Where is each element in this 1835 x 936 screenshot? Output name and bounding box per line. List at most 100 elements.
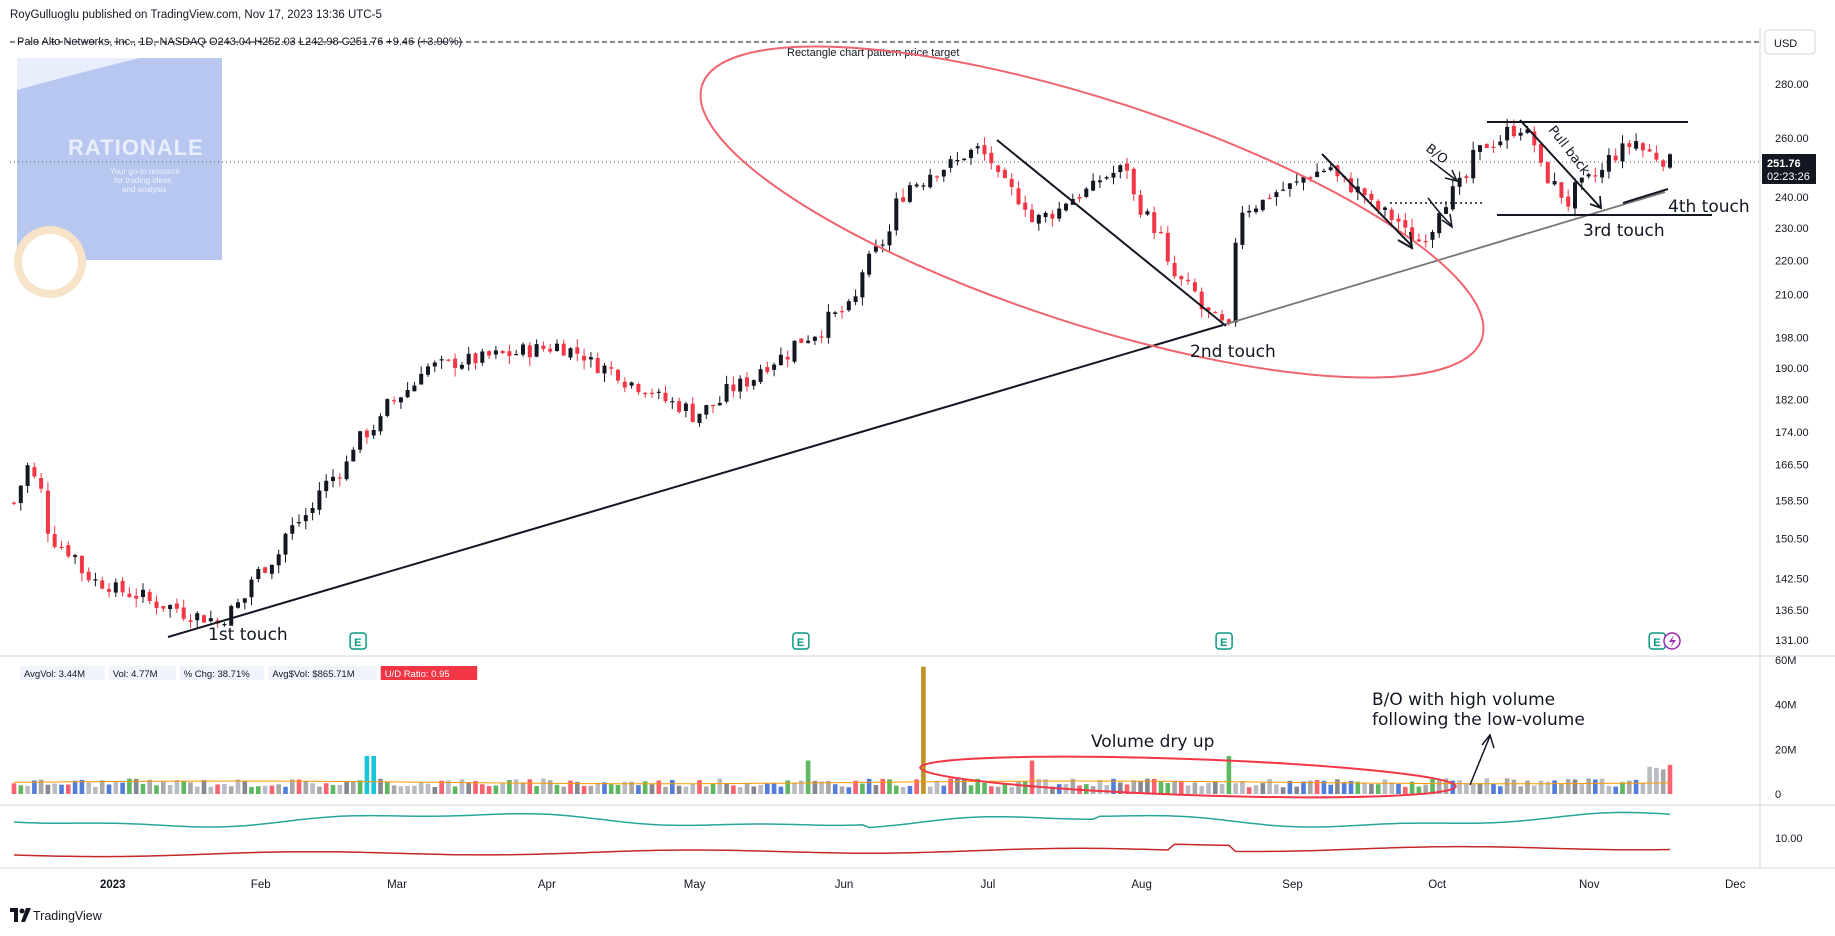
volume-bar	[1464, 783, 1469, 794]
candle-body	[534, 344, 539, 357]
stat-badge-label: % Chg: 38.71%	[184, 669, 251, 680]
candle-body	[1661, 160, 1666, 167]
price-tick-label: 260.00	[1775, 133, 1809, 145]
volume-bar	[1654, 767, 1659, 794]
volume-tick-label: 60M	[1775, 655, 1796, 667]
volume-bar	[975, 778, 980, 794]
volume-bar	[995, 786, 1001, 794]
price-tick-label: 150.50	[1775, 533, 1809, 545]
earnings-marker-box[interactable]	[349, 632, 367, 650]
volume-bar	[907, 785, 913, 794]
candle-body	[1043, 212, 1048, 218]
volume-bar	[1477, 783, 1483, 794]
volume-bar	[1450, 780, 1456, 794]
volume-bar	[629, 781, 634, 794]
candle-body	[1030, 209, 1034, 223]
earnings-marker-box[interactable]	[1215, 632, 1233, 650]
pullback-arrow-head	[1589, 195, 1603, 210]
rationale-logo: RATIONALE Your go-to resource for tradin…	[14, 58, 222, 298]
candle-body	[1484, 144, 1489, 148]
stat-badge	[108, 666, 176, 680]
volume-bar	[337, 784, 343, 794]
volume-bar	[249, 786, 254, 794]
candle-body	[765, 367, 770, 372]
volume-bar	[1382, 779, 1388, 794]
volume-bar	[1246, 787, 1252, 794]
symbol-line: Palo Alto Networks, Inc., 1D, NASDAQ O24…	[17, 36, 462, 48]
candle-body	[1410, 227, 1415, 242]
volume-bar	[1138, 781, 1143, 794]
volume-bar	[1185, 785, 1191, 794]
candle-body	[324, 480, 329, 492]
volume-bar	[1022, 781, 1028, 794]
candle-body	[1464, 176, 1469, 178]
volume-bar	[1369, 784, 1374, 794]
candle-body	[894, 198, 899, 231]
volume-bar	[1308, 780, 1313, 794]
touch-3-label: 3rd touch	[1583, 221, 1665, 241]
candle-body	[188, 620, 193, 622]
volume-bar	[873, 785, 879, 794]
candle-body	[1179, 276, 1184, 280]
candle-body	[1613, 155, 1618, 161]
volume-bar	[1213, 781, 1218, 794]
candle-body	[1349, 178, 1353, 193]
candle-body	[745, 377, 749, 387]
volume-bar	[222, 783, 227, 794]
candle-body	[1606, 155, 1611, 172]
volume-bar	[385, 781, 390, 794]
candle-body	[66, 545, 71, 557]
volume-bar	[839, 786, 845, 794]
candle-body	[778, 354, 783, 365]
volume-bar	[1355, 781, 1361, 794]
volume-bar	[296, 779, 302, 794]
volume-bar	[900, 787, 906, 794]
candle-body	[1199, 291, 1204, 310]
bo-volume-arrow-head	[1481, 733, 1495, 749]
earnings-marker-box[interactable]	[792, 632, 810, 650]
candle-body	[1566, 196, 1571, 207]
volume-bar	[446, 780, 451, 794]
candle-body	[1131, 168, 1136, 195]
volume-bar	[154, 785, 159, 794]
candle-body	[1186, 279, 1191, 282]
volume-bar	[11, 783, 17, 794]
candle-body	[1471, 149, 1476, 179]
candle-body	[731, 384, 736, 392]
time-tick-label: Aug	[1131, 879, 1151, 891]
candle-body	[1416, 239, 1421, 242]
candle-body	[1376, 201, 1381, 211]
candle-body	[582, 355, 587, 361]
candle-body	[18, 485, 23, 503]
indicator-teal-line	[13, 811, 1671, 829]
volume-bar	[751, 786, 757, 794]
volume-bar	[1620, 782, 1625, 794]
volume-bar	[1172, 780, 1177, 794]
currency-button[interactable]	[1764, 29, 1816, 55]
volume-tick-label: 40M	[1775, 700, 1796, 712]
candle-body	[1525, 129, 1530, 133]
candle-body	[561, 343, 566, 356]
candle-body	[1315, 171, 1320, 178]
volume-bar	[86, 782, 91, 794]
volume-bar	[378, 778, 383, 794]
bo-arrow	[1429, 159, 1457, 181]
volume-bar	[1579, 784, 1585, 794]
price-tick-label: 210.00	[1775, 290, 1809, 302]
candle-body	[1267, 197, 1272, 199]
earnings-marker-label: E	[354, 637, 361, 649]
volume-bar	[147, 779, 152, 794]
candle-body	[283, 533, 288, 555]
time-axis: 2023 Feb Mar Apr May Jun Jul Aug Sep Oct Nov Dec	[100, 879, 1746, 891]
volume-bar	[418, 781, 424, 794]
candle-body	[819, 336, 824, 338]
volume-bar	[330, 785, 336, 794]
candle-body	[914, 184, 919, 187]
candle-body	[1206, 307, 1211, 311]
volume-bar	[1525, 780, 1530, 794]
volume-bar	[1267, 779, 1272, 794]
volume-bar	[181, 781, 186, 794]
candle-body	[588, 357, 593, 360]
volume-bar	[649, 784, 655, 794]
